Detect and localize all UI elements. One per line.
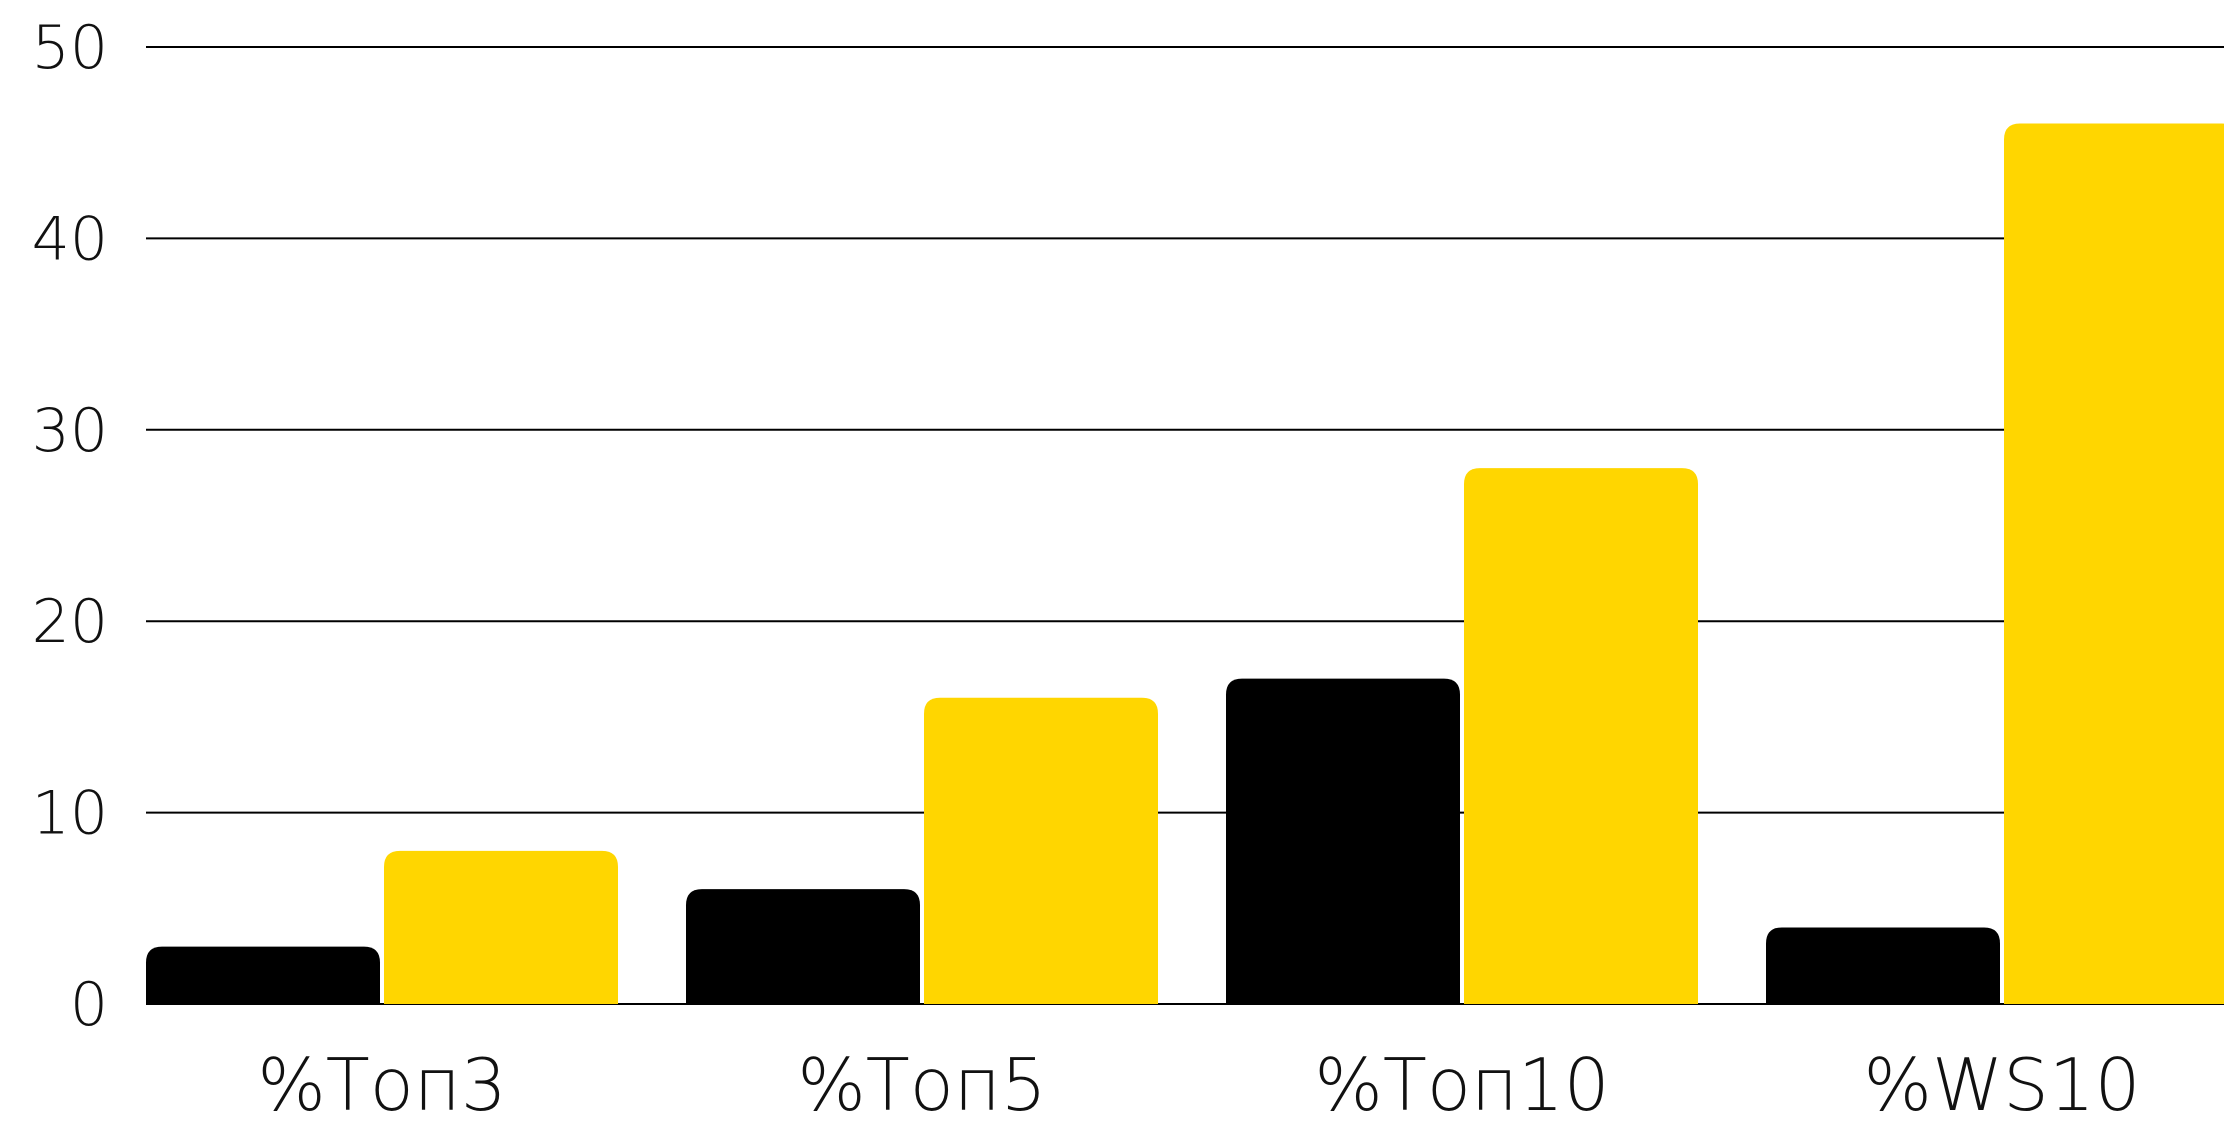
y-tick-label: 20 <box>32 587 108 657</box>
y-tick-label: 40 <box>32 204 108 274</box>
bar-series-1-0 <box>146 946 380 1004</box>
bars <box>146 123 2224 1005</box>
x-tick-label: %Топ3 <box>257 1043 506 1122</box>
x-tick-label: %Топ10 <box>1314 1043 1609 1122</box>
y-tick-label: 30 <box>32 396 108 466</box>
bar-series-1-3 <box>1766 927 2000 1004</box>
bar-series-2-0 <box>384 850 618 1004</box>
bar-series-2-2 <box>1464 468 1698 1005</box>
y-axis: 0 10 20 30 40 50 <box>32 13 108 1040</box>
y-tick-label: 50 <box>32 13 108 83</box>
x-axis: %Топ3 %Топ5 %Топ10 %WS10 <box>257 1043 2141 1126</box>
x-tick-label: %Топ5 <box>797 1043 1046 1122</box>
bar-series-2-3 <box>2004 123 2224 1004</box>
x-tick-label: %WS10 <box>1864 1043 2141 1122</box>
bar-series-2-1 <box>924 697 1158 1004</box>
bar-series-1-1 <box>686 889 920 1004</box>
bar-series-1-2 <box>1226 678 1460 1004</box>
y-tick-label: 10 <box>32 779 108 849</box>
y-tick-label: 0 <box>70 970 108 1040</box>
